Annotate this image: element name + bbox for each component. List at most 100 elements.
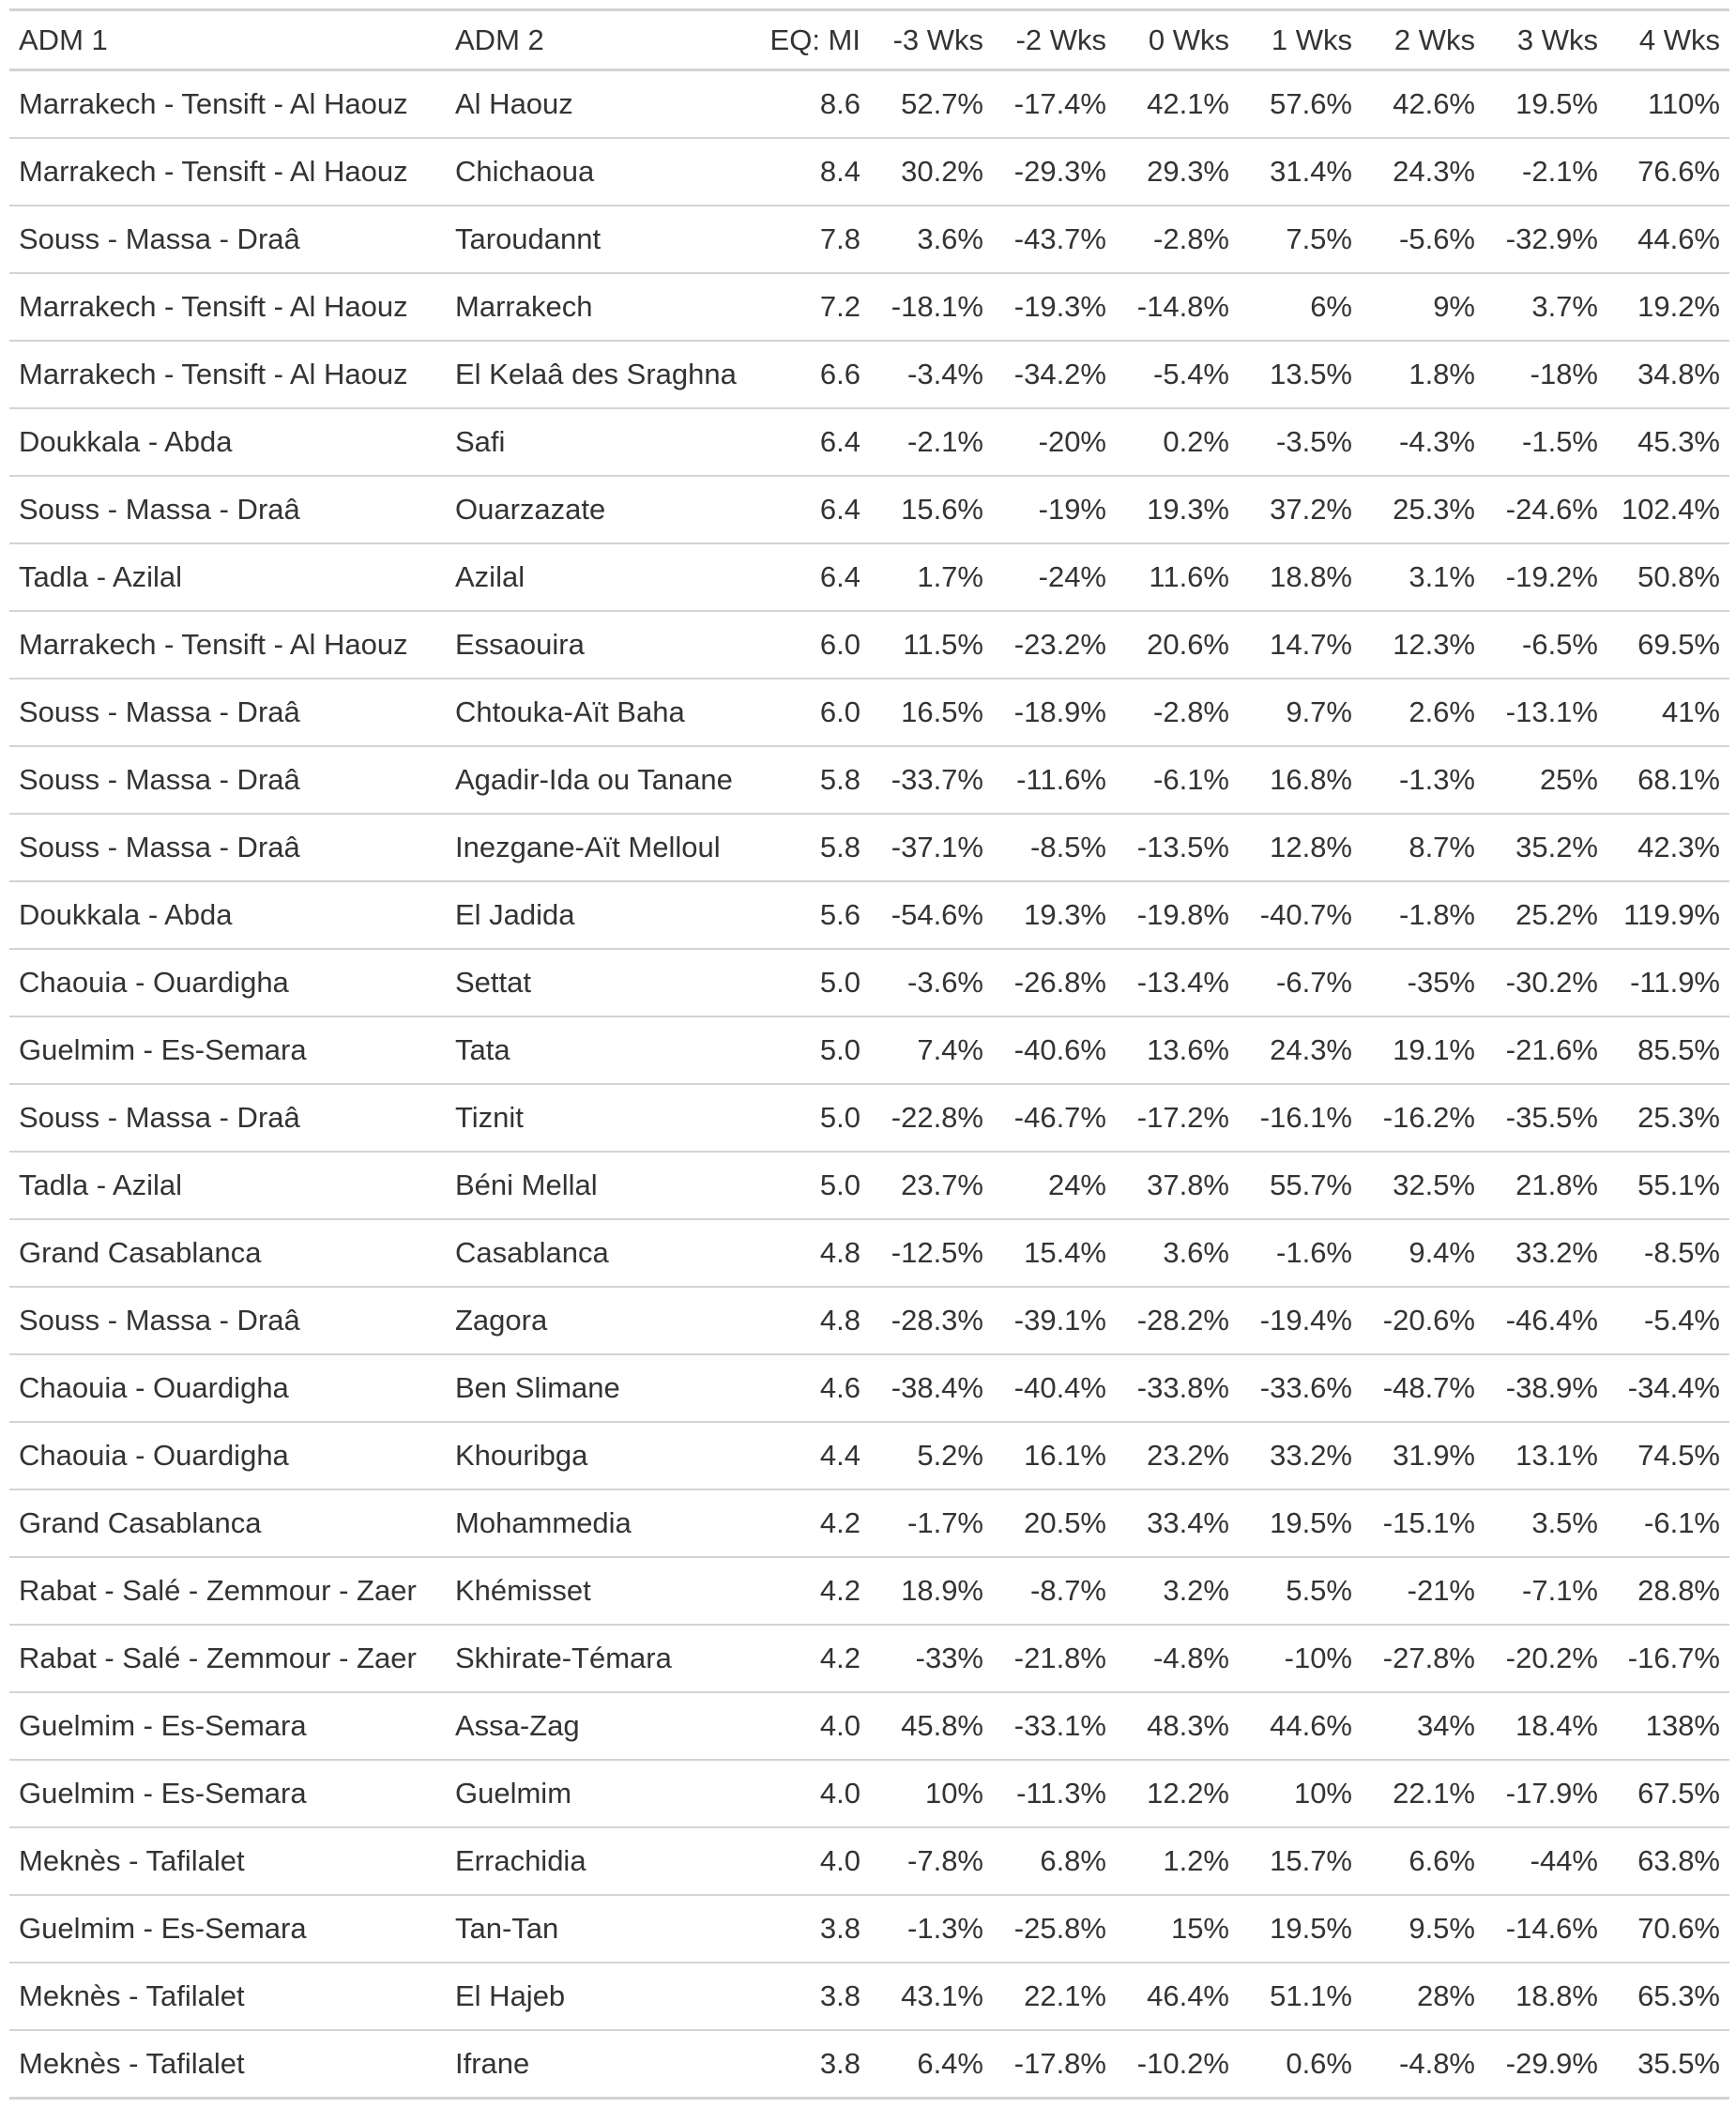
cell-2-wks: 1.8% <box>1409 358 1475 390</box>
cell-0-wks: -33.8% <box>1136 1371 1229 1404</box>
cell-eq-mi: 6.0 <box>819 695 860 728</box>
cell-minus-2-wks: -20% <box>1038 425 1106 458</box>
cell-0-wks: 11.6% <box>1149 560 1229 593</box>
table-row: Grand Casablanca Mohammedia 4.2 -1.7% 20.5% 3… <box>9 1489 1729 1557</box>
cell-3-wks: -30.2% <box>1505 966 1598 999</box>
cell-minus-3-wks: -3.4% <box>907 358 983 390</box>
cell-3-wks: -29.9% <box>1505 2047 1598 2080</box>
cell-adm2: Ben Slimane <box>455 1371 620 1404</box>
cell-minus-3-wks: 45.8% <box>901 1709 983 1742</box>
cell-adm1: Marrakech - Tensift - Al Haouz <box>19 628 408 661</box>
cell-1-wks: 12.8% <box>1270 831 1352 863</box>
cell-2-wks: -48.7% <box>1382 1371 1475 1404</box>
cell-0-wks: -19.8% <box>1136 898 1229 931</box>
cell-minus-3-wks: 18.9% <box>901 1574 983 1607</box>
cell-1-wks: 15.7% <box>1270 1844 1352 1877</box>
table-header: ADM 1 ADM 2 EQ: MI -3 Wks -2 Wks 0 Wks 1 Wks 2 … <box>9 9 1729 70</box>
cell-3-wks: -38.9% <box>1505 1371 1598 1404</box>
cell-4-wks: 67.5% <box>1637 1777 1720 1810</box>
table-row: Marrakech - Tensift - Al Haouz Chichaoua 8… <box>9 138 1729 206</box>
cell-1-wks: -16.1% <box>1259 1101 1352 1134</box>
cell-1-wks: 37.2% <box>1270 493 1352 526</box>
header-row: ADM 1 ADM 2 EQ: MI -3 Wks -2 Wks 0 Wks 1 Wks 2 … <box>9 9 1729 70</box>
table-row: Meknès - Tafilalet Errachidia 4.0 -7.8% 6.8%… <box>9 1827 1729 1895</box>
cell-4-wks: 85.5% <box>1637 1033 1720 1066</box>
cell-adm2: El Hajeb <box>455 1979 566 2012</box>
cell-adm2: Tata <box>455 1033 510 1066</box>
cell-0-wks: 48.3% <box>1147 1709 1229 1742</box>
table-row: Marrakech - Tensift - Al Haouz Marrakech 7… <box>9 273 1729 341</box>
cell-3-wks: -17.9% <box>1505 1777 1598 1810</box>
cell-adm2: Béni Mellal <box>455 1169 598 1201</box>
cell-4-wks: -11.9% <box>1630 966 1720 999</box>
cell-minus-3-wks: 43.1% <box>901 1979 983 2012</box>
cell-3-wks: -14.6% <box>1505 1912 1598 1945</box>
cell-adm1: Rabat - Salé - Zemmour - Zaer <box>19 1642 417 1674</box>
column-header-minus-2-wks: -2 Wks <box>1015 23 1106 56</box>
cell-minus-3-wks: -1.3% <box>907 1912 983 1945</box>
cell-4-wks: 63.8% <box>1637 1844 1720 1877</box>
table-row: Chaouia - Ouardigha Settat 5.0 -3.6% -26.8% -… <box>9 949 1729 1016</box>
cell-4-wks: 25.3% <box>1637 1101 1720 1134</box>
cell-minus-3-wks: 5.2% <box>917 1439 983 1472</box>
table-row: Chaouia - Ouardigha Khouribga 4.4 5.2% 16.1%… <box>9 1422 1729 1489</box>
cell-minus-3-wks: -3.6% <box>907 966 983 999</box>
cell-adm1: Souss - Massa - Draâ <box>19 1101 300 1134</box>
cell-adm1: Grand Casablanca <box>19 1236 262 1269</box>
cell-3-wks: 19.5% <box>1515 87 1598 120</box>
cell-0-wks: 46.4% <box>1147 1979 1229 2012</box>
table-row: Doukkala - Abda Safi 6.4 -2.1% -20% 0.2% -3.5%… <box>9 408 1729 476</box>
cell-minus-2-wks: -29.3% <box>1013 155 1106 188</box>
cell-3-wks: -13.1% <box>1505 695 1598 728</box>
cell-1-wks: 18.8% <box>1270 560 1352 593</box>
cell-1-wks: 7.5% <box>1286 222 1352 255</box>
cell-1-wks: 13.5% <box>1270 358 1352 390</box>
table-row: Souss - Massa - Draâ Chtouka-Aït Baha 6.0 1… <box>9 679 1729 746</box>
cell-adm1: Souss - Massa - Draâ <box>19 831 300 863</box>
cell-eq-mi: 3.8 <box>819 1979 860 2012</box>
cell-1-wks: -10% <box>1284 1642 1352 1674</box>
cell-minus-3-wks: -1.7% <box>907 1506 983 1539</box>
cell-2-wks: 42.6% <box>1393 87 1475 120</box>
cell-eq-mi: 5.0 <box>819 1169 860 1201</box>
cell-0-wks: -13.5% <box>1136 831 1229 863</box>
cell-2-wks: 9.5% <box>1409 1912 1475 1945</box>
cell-minus-3-wks: -37.1% <box>891 831 983 863</box>
cell-0-wks: -10.2% <box>1136 2047 1229 2080</box>
cell-adm1: Chaouia - Ouardigha <box>19 1371 289 1404</box>
cell-adm2: Taroudannt <box>455 222 602 255</box>
cell-eq-mi: 4.6 <box>819 1371 860 1404</box>
cell-4-wks: 138% <box>1645 1709 1720 1742</box>
cell-eq-mi: 8.4 <box>819 155 860 188</box>
table-row: Souss - Massa - Draâ Agadir-Ida ou Tanane… <box>9 746 1729 814</box>
cell-3-wks: -32.9% <box>1505 222 1598 255</box>
cell-0-wks: -5.4% <box>1153 358 1229 390</box>
cell-3-wks: -44% <box>1530 1844 1598 1877</box>
table-row: Meknès - Tafilalet Ifrane 3.8 6.4% -17.8% -10… <box>9 2030 1729 2099</box>
cell-2-wks: -21% <box>1407 1574 1475 1607</box>
cell-adm2: Chichaoua <box>455 155 595 188</box>
cell-adm2: Azilal <box>455 560 525 593</box>
cell-3-wks: -7.1% <box>1522 1574 1598 1607</box>
cell-minus-2-wks: -8.5% <box>1030 831 1106 863</box>
cell-4-wks: 74.5% <box>1637 1439 1720 1472</box>
cell-4-wks: 28.8% <box>1637 1574 1720 1607</box>
cell-adm2: Agadir-Ida ou Tanane <box>455 763 733 796</box>
cell-adm2: Khouribga <box>455 1439 588 1472</box>
cell-minus-3-wks: -12.5% <box>891 1236 983 1269</box>
cell-minus-3-wks: -7.8% <box>907 1844 983 1877</box>
cell-adm1: Guelmim - Es-Semara <box>19 1709 307 1742</box>
cell-adm1: Doukkala - Abda <box>19 898 233 931</box>
cell-2-wks: -20.6% <box>1382 1304 1475 1337</box>
cell-minus-2-wks: 24% <box>1047 1169 1106 1201</box>
table-row: Guelmim - Es-Semara Assa-Zag 4.0 45.8% -33.1… <box>9 1692 1729 1760</box>
cell-adm1: Marrakech - Tensift - Al Haouz <box>19 155 408 188</box>
cell-adm2: Assa-Zag <box>455 1709 580 1742</box>
cell-2-wks: 24.3% <box>1393 155 1475 188</box>
column-header-minus-3-wks: -3 Wks <box>892 23 983 56</box>
cell-minus-2-wks: -23.2% <box>1013 628 1106 661</box>
table-row: Tadla - Azilal Azilal 6.4 1.7% -24% 11.6% 18.8… <box>9 543 1729 611</box>
cell-adm2: Mohammedia <box>455 1506 632 1539</box>
cell-minus-2-wks: -33.1% <box>1013 1709 1106 1742</box>
cell-3-wks: 18.4% <box>1515 1709 1598 1742</box>
